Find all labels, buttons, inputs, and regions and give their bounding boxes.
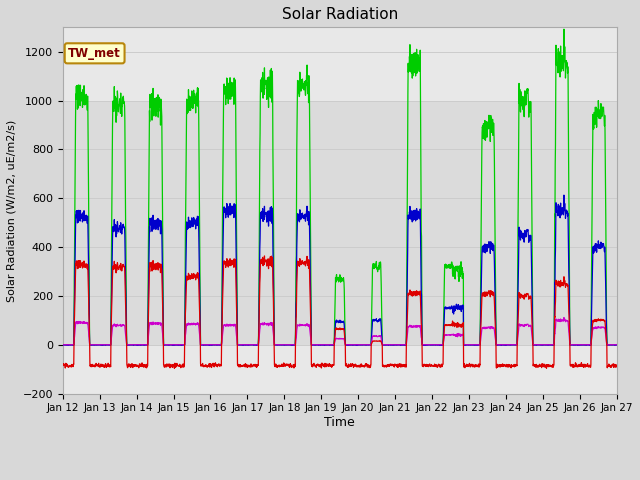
- X-axis label: Time: Time: [324, 416, 355, 429]
- Y-axis label: Solar Radiation (W/m2, uE/m2/s): Solar Radiation (W/m2, uE/m2/s): [7, 120, 17, 301]
- Title: Solar Radiation: Solar Radiation: [282, 7, 398, 22]
- Text: TW_met: TW_met: [68, 47, 121, 60]
- Bar: [63, 100, 617, 345]
- Legend: RNet, Pyranom, PAR_IN, PAR_OUT: RNet, Pyranom, PAR_IN, PAR_OUT: [144, 474, 536, 480]
